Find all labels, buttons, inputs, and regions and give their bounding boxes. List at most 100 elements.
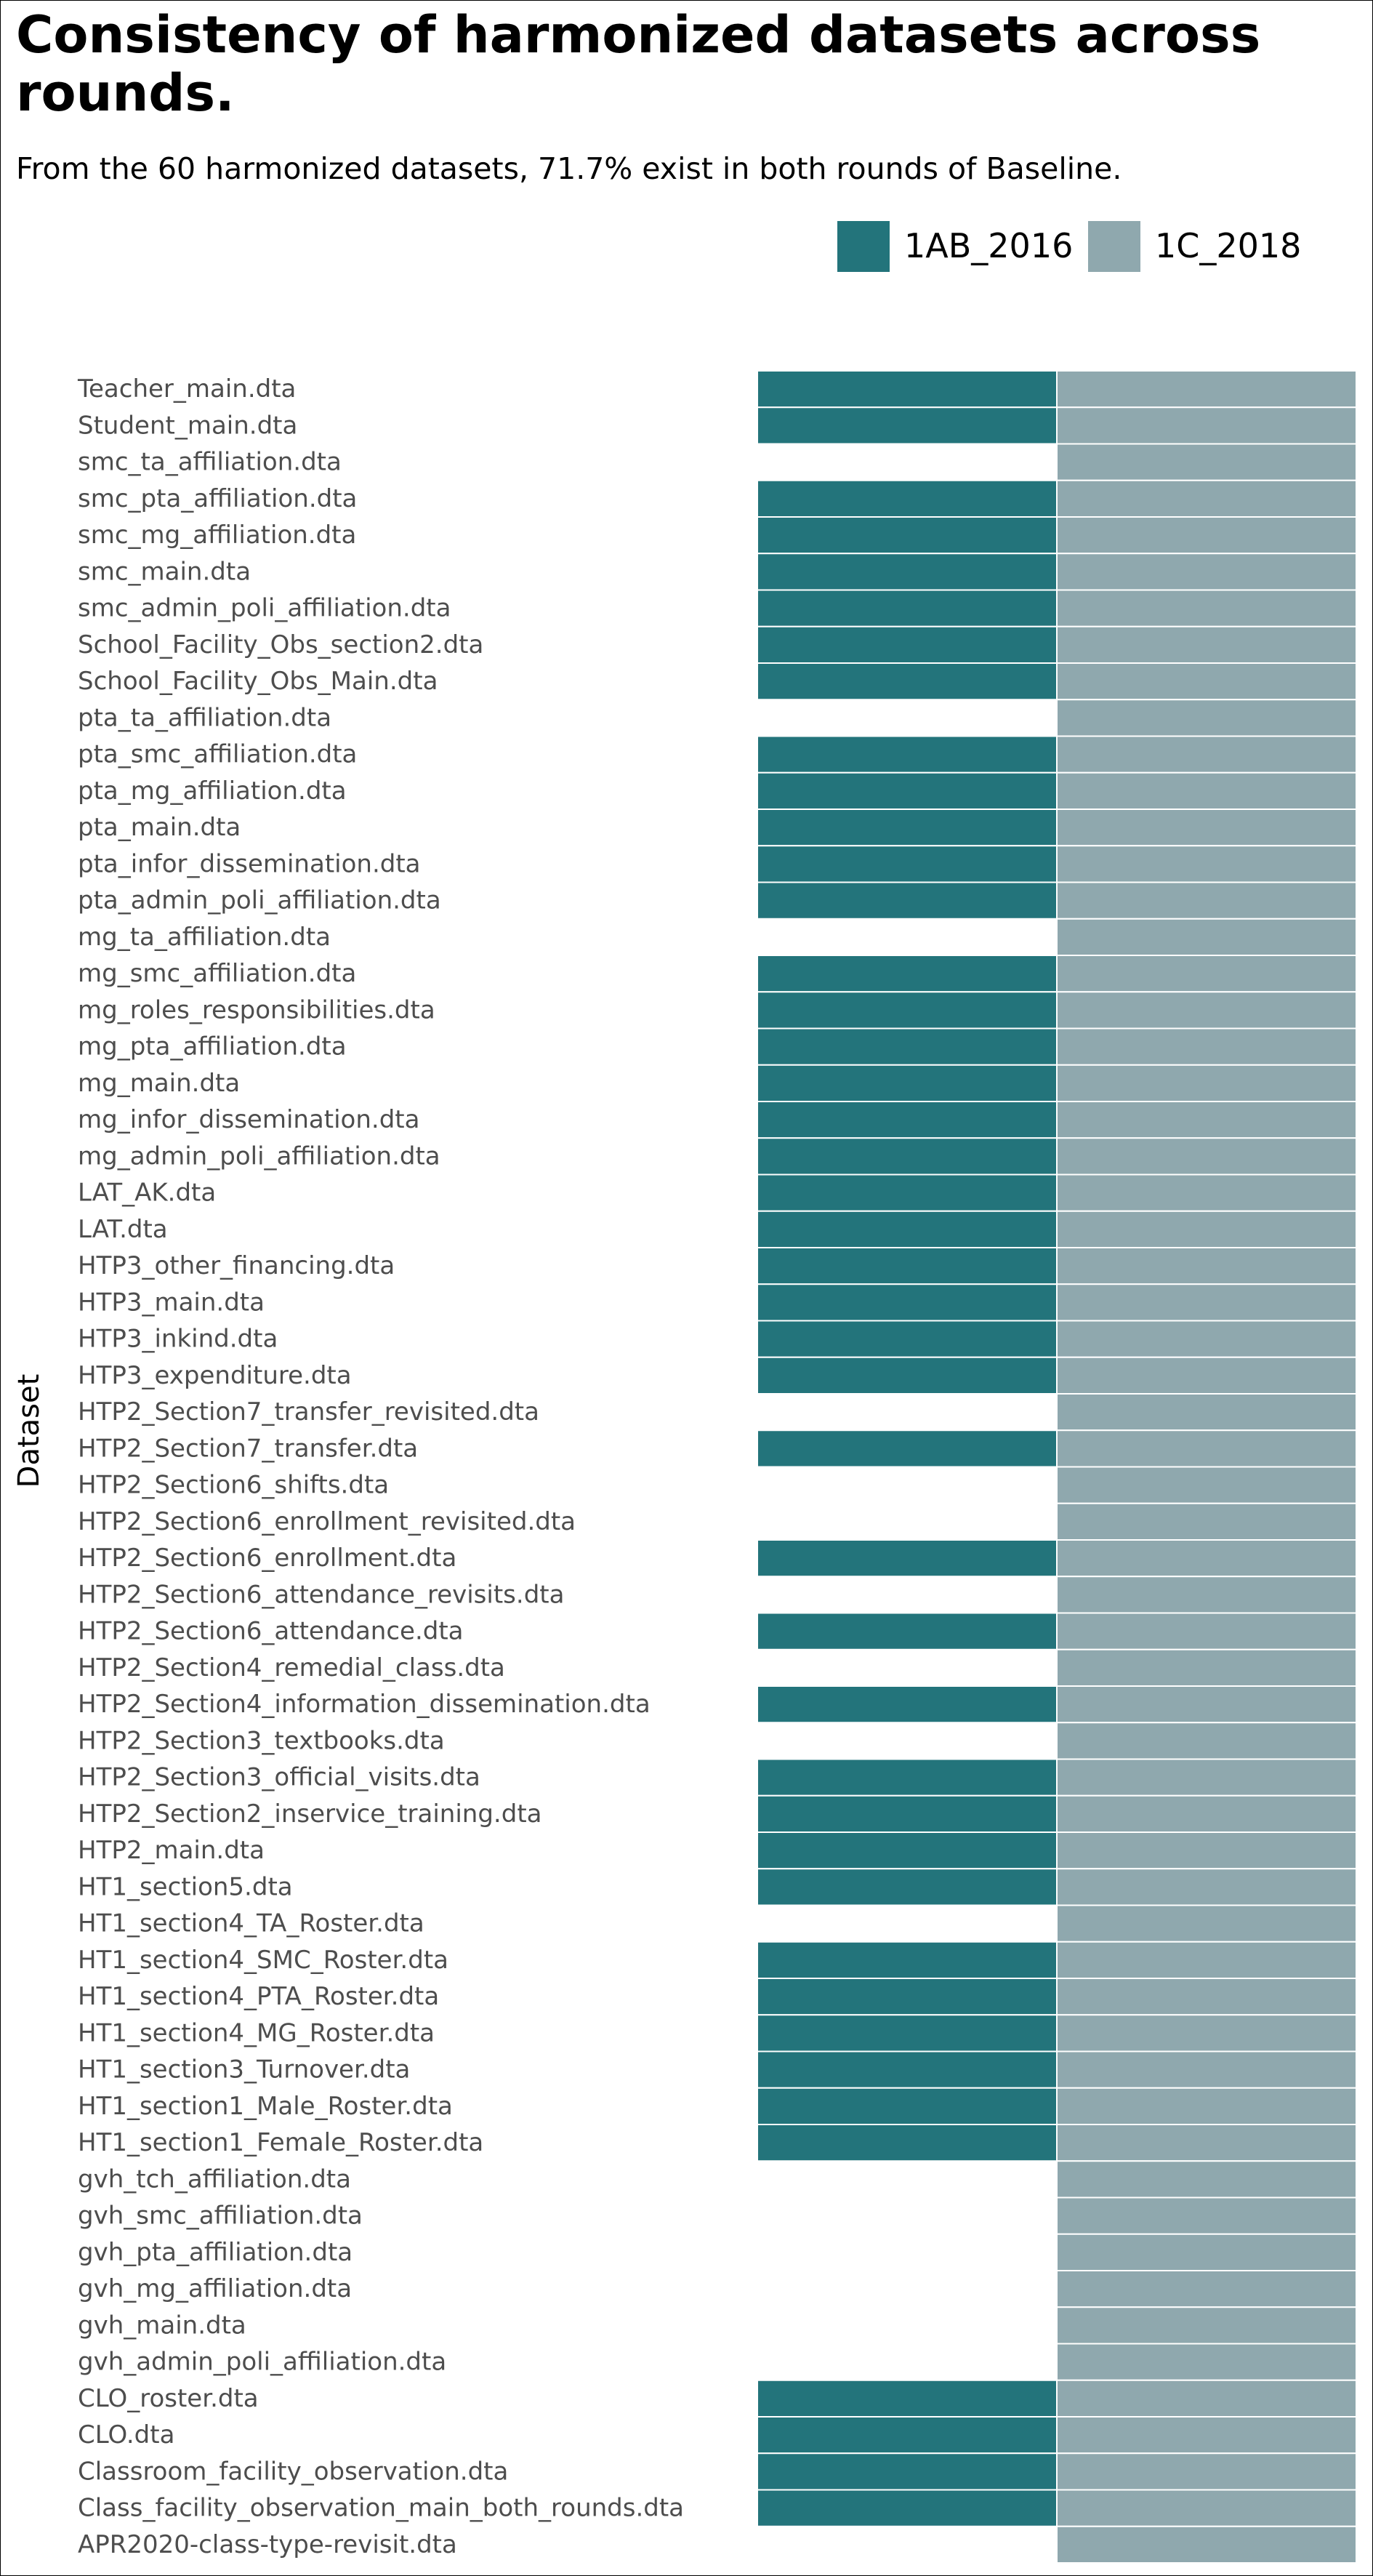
- heatmap-cell-1ab-2016: [757, 2452, 1058, 2491]
- heatmap-cell-1c-2018: [1056, 2160, 1357, 2199]
- y-tick-label: pta_mg_affiliation.dta: [78, 777, 347, 806]
- heatmap-cell-1c-2018: [1056, 516, 1357, 555]
- y-tick-label: mg_smc_affiliation.dta: [78, 959, 356, 988]
- heatmap-cell-1ab-2016: [757, 406, 1058, 445]
- heatmap-cell-1ab-2016: [757, 516, 1058, 555]
- y-tick-label: pta_ta_affiliation.dta: [78, 703, 331, 732]
- y-tick-label: gvh_admin_poli_affiliation.dta: [78, 2348, 446, 2377]
- heatmap-cell-1ab-2016: [757, 991, 1058, 1030]
- heatmap-cell-1c-2018: [1056, 1648, 1357, 1687]
- heatmap-cell-1c-2018: [1056, 2452, 1357, 2491]
- heatmap-cell-1ab-2016: [757, 2050, 1058, 2089]
- heatmap-cell-1c-2018: [1056, 589, 1357, 627]
- legend-swatch-1ab-2016: [837, 221, 890, 272]
- y-tick-label: mg_infor_dissemination.dta: [78, 1105, 419, 1134]
- heatmap-cell-1ab-2016: [757, 553, 1058, 591]
- heatmap-cell-1ab-2016: [757, 1758, 1058, 1797]
- heatmap-cell-1ab-2016: [757, 1868, 1058, 1906]
- heatmap-cell-1c-2018: [1056, 808, 1357, 847]
- y-tick-label: HT1_section3_Turnover.dta: [78, 2055, 410, 2085]
- heatmap-cell-1ab-2016: [757, 1247, 1058, 1285]
- y-tick-label: mg_admin_poli_affiliation.dta: [78, 1141, 440, 1171]
- heatmap-cell-1c-2018: [1056, 991, 1357, 1030]
- heatmap-cell-1c-2018: [1056, 1502, 1357, 1541]
- heatmap-cell-1ab-2016: [757, 1027, 1058, 1066]
- heatmap-cell-1c-2018: [1056, 955, 1357, 993]
- heatmap-cell-1c-2018: [1056, 2489, 1357, 2527]
- heatmap-cell-1c-2018: [1056, 1941, 1357, 1979]
- heatmap-cell-1c-2018: [1056, 1429, 1357, 1468]
- heatmap-cell-1c-2018: [1056, 1101, 1357, 1139]
- heatmap-cell-1ab-2016: [757, 1429, 1058, 1468]
- y-tick-label: gvh_tch_affiliation.dta: [78, 2164, 351, 2194]
- heatmap-cell-1c-2018: [1056, 2050, 1357, 2089]
- heatmap-cell-1c-2018: [1056, 443, 1357, 481]
- heatmap-cell-1c-2018: [1056, 771, 1357, 810]
- y-tick-label: CLO_roster.dta: [78, 2384, 259, 2413]
- heatmap-cell-1c-2018: [1056, 1247, 1357, 1285]
- heatmap-cell-1c-2018: [1056, 845, 1357, 883]
- heatmap-cell-1c-2018: [1056, 2087, 1357, 2125]
- heatmap-cell-1c-2018: [1056, 2379, 1357, 2417]
- heatmap-cell-1ab-2016: [757, 589, 1058, 627]
- heatmap-cell-1ab-2016: [757, 370, 1058, 409]
- heatmap-cell-1ab-2016: [757, 1210, 1058, 1248]
- legend-label-1ab-2016: 1AB_2016: [904, 226, 1074, 265]
- legend-swatch-1c-2018: [1088, 221, 1140, 272]
- heatmap-cell-1c-2018: [1056, 2306, 1357, 2345]
- heatmap-cell-1ab-2016: [757, 2489, 1058, 2527]
- heatmap-cell-1c-2018: [1056, 1722, 1357, 1760]
- y-tick-label: School_Facility_Obs_section2.dta: [78, 630, 483, 659]
- y-tick-label: HTP2_Section3_textbooks.dta: [78, 1726, 445, 1755]
- heatmap-cell-1ab-2016: [757, 1173, 1058, 1212]
- y-tick-label: pta_smc_affiliation.dta: [78, 740, 357, 769]
- heatmap-cell-1ab-2016: [757, 1320, 1058, 1358]
- heatmap-cell-1c-2018: [1056, 370, 1357, 409]
- heatmap-cell-1c-2018: [1056, 1539, 1357, 1578]
- heatmap-cell-1ab-2016: [757, 625, 1058, 664]
- y-tick-label: HTP3_inkind.dta: [78, 1325, 278, 1354]
- y-tick-label: HT1_section5.dta: [78, 1872, 293, 1901]
- y-tick-label: Classroom_facility_observation.dta: [78, 2457, 508, 2486]
- heatmap-cell-1ab-2016: [757, 1612, 1058, 1650]
- legend: 1AB_2016 1C_2018: [0, 218, 1373, 276]
- heatmap-cell-1ab-2016: [757, 1831, 1058, 1870]
- y-tick-label: HT1_section4_TA_Roster.dta: [78, 1909, 424, 1938]
- heatmap-cell-1c-2018: [1056, 699, 1357, 737]
- y-tick-label: smc_admin_poli_affiliation.dta: [78, 594, 451, 623]
- heatmap-cell-1ab-2016: [757, 2416, 1058, 2455]
- heatmap-cell-1c-2018: [1056, 1758, 1357, 1797]
- heatmap-cell-1ab-2016: [757, 1941, 1058, 1979]
- legend-label-1c-2018: 1C_2018: [1155, 226, 1302, 265]
- heatmap-cell-1c-2018: [1056, 2196, 1357, 2235]
- y-tick-label: mg_ta_affiliation.dta: [78, 923, 331, 952]
- heatmap-cell-1c-2018: [1056, 1831, 1357, 1870]
- heatmap-cell-1c-2018: [1056, 2233, 1357, 2271]
- y-tick-label: HTP2_Section4_remedial_class.dta: [78, 1653, 505, 1682]
- y-tick-label: smc_pta_affiliation.dta: [78, 484, 357, 513]
- heatmap-cell-1ab-2016: [757, 2124, 1058, 2162]
- y-tick-label: pta_admin_poli_affiliation.dta: [78, 886, 441, 915]
- y-tick-label: APR2020-class-type-revisit.dta: [78, 2530, 457, 2559]
- y-tick-label: smc_ta_affiliation.dta: [78, 448, 342, 477]
- y-tick-label: mg_pta_affiliation.dta: [78, 1032, 347, 1062]
- y-tick-label: CLO.dta: [78, 2420, 174, 2449]
- heatmap-cell-1ab-2016: [757, 1685, 1058, 1724]
- heatmap-cell-1ab-2016: [757, 771, 1058, 810]
- y-tick-label: smc_main.dta: [78, 557, 251, 586]
- heatmap-cell-1ab-2016: [757, 955, 1058, 993]
- y-tick-label: gvh_mg_affiliation.dta: [78, 2274, 352, 2303]
- y-tick-label: HTP2_Section6_attendance_revisits.dta: [78, 1580, 564, 1609]
- y-tick-label: School_Facility_Obs_Main.dta: [78, 667, 438, 696]
- y-tick-label: HTP2_Section4_information_dissemination.…: [78, 1690, 651, 1719]
- heatmap-cell-1c-2018: [1056, 1393, 1357, 1432]
- heatmap-cell-1ab-2016: [757, 2014, 1058, 2053]
- heatmap-cell-1c-2018: [1056, 1685, 1357, 1724]
- heatmap-cell-1ab-2016: [757, 662, 1058, 701]
- heatmap-cell-1c-2018: [1056, 1320, 1357, 1358]
- y-tick-label: gvh_smc_affiliation.dta: [78, 2202, 363, 2231]
- heatmap-cell-1c-2018: [1056, 735, 1357, 774]
- heatmap-cell-1c-2018: [1056, 1064, 1357, 1102]
- heatmap-cell-1ab-2016: [757, 1356, 1058, 1395]
- heatmap-cell-1c-2018: [1056, 1283, 1357, 1322]
